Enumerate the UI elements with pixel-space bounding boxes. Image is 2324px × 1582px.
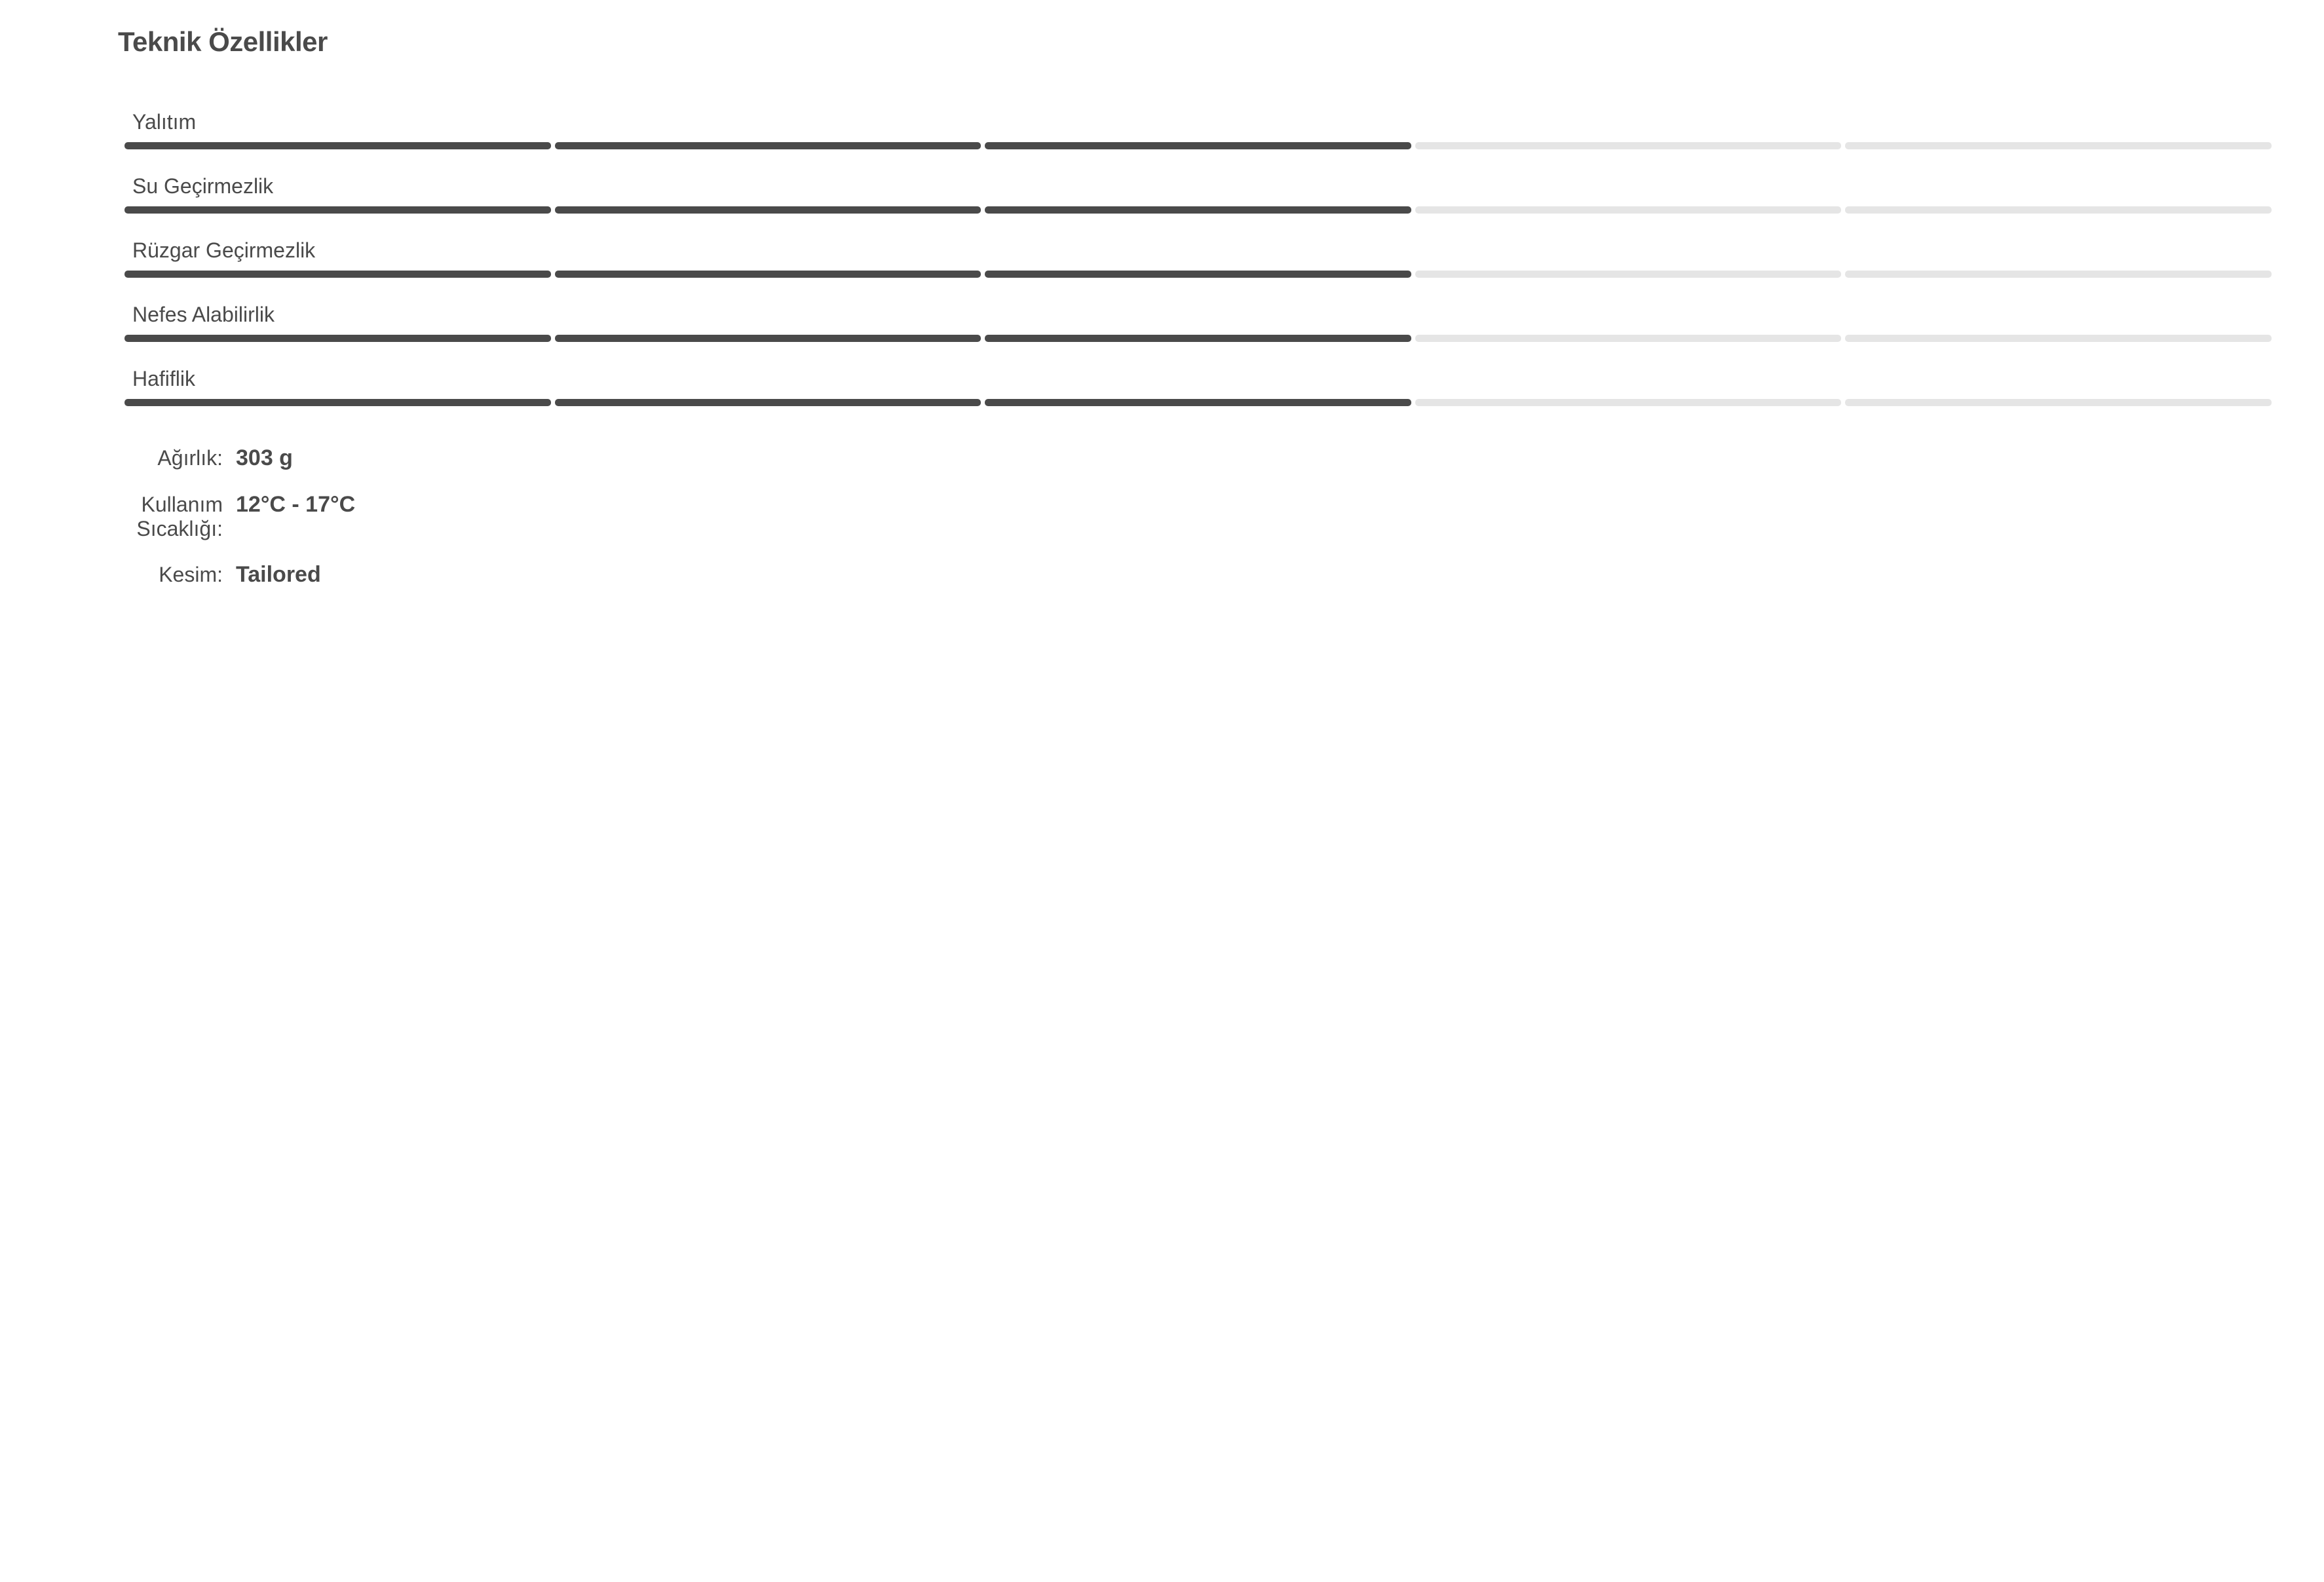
rating-item: Yalıtım: [124, 110, 2272, 149]
rating-segment: [555, 271, 981, 278]
rating-segment: [1845, 399, 2272, 406]
rating-item: Hafiflik: [124, 367, 2272, 406]
spec-value: 303 g: [236, 445, 293, 471]
rating-item: Su Geçirmezlik: [124, 174, 2272, 214]
rating-label: Hafiflik: [132, 367, 2272, 391]
rating-segment: [1415, 335, 1842, 342]
rating-segment: [985, 399, 1411, 406]
rating-segment: [1845, 335, 2272, 342]
rating-bar: [124, 271, 2272, 278]
rating-segment: [1415, 206, 1842, 214]
ratings-container: Yalıtım Su Geçirmezlik Rüzgar Geçirmezlik N…: [124, 110, 2272, 406]
rating-segment: [1845, 271, 2272, 278]
specs-container: Ağırlık:303 gKullanım Sıcaklığı:12°C - 1…: [52, 445, 2272, 588]
rating-segment: [1415, 399, 1842, 406]
rating-segment: [1845, 206, 2272, 214]
spec-row: Ağırlık:303 g: [52, 445, 2272, 471]
rating-bar: [124, 335, 2272, 342]
spec-label: Ağırlık:: [52, 446, 236, 470]
rating-segment: [1415, 271, 1842, 278]
rating-segment: [124, 206, 551, 214]
spec-label: Kullanım Sıcaklığı:: [52, 493, 236, 541]
rating-bar: [124, 142, 2272, 149]
rating-segment: [555, 399, 981, 406]
rating-item: Rüzgar Geçirmezlik: [124, 238, 2272, 278]
rating-bar: [124, 206, 2272, 214]
rating-segment: [985, 206, 1411, 214]
rating-segment: [1415, 142, 1842, 149]
spec-row: Kesim:Tailored: [52, 562, 2272, 588]
rating-segment: [124, 399, 551, 406]
rating-segment: [555, 335, 981, 342]
spec-row: Kullanım Sıcaklığı:12°C - 17°C: [52, 492, 2272, 541]
rating-label: Su Geçirmezlik: [132, 174, 2272, 198]
rating-label: Nefes Alabilirlik: [132, 303, 2272, 327]
rating-segment: [555, 142, 981, 149]
page-title: Teknik Özellikler: [118, 26, 2272, 58]
rating-label: Yalıtım: [132, 110, 2272, 134]
rating-segment: [985, 271, 1411, 278]
spec-value: Tailored: [236, 562, 321, 588]
rating-segment: [124, 335, 551, 342]
rating-segment: [555, 206, 981, 214]
rating-segment: [124, 271, 551, 278]
spec-value: 12°C - 17°C: [236, 492, 355, 518]
rating-segment: [1845, 142, 2272, 149]
spec-label: Kesim:: [52, 563, 236, 587]
rating-segment: [985, 335, 1411, 342]
rating-item: Nefes Alabilirlik: [124, 303, 2272, 342]
rating-label: Rüzgar Geçirmezlik: [132, 238, 2272, 263]
rating-segment: [985, 142, 1411, 149]
rating-bar: [124, 399, 2272, 406]
rating-segment: [124, 142, 551, 149]
